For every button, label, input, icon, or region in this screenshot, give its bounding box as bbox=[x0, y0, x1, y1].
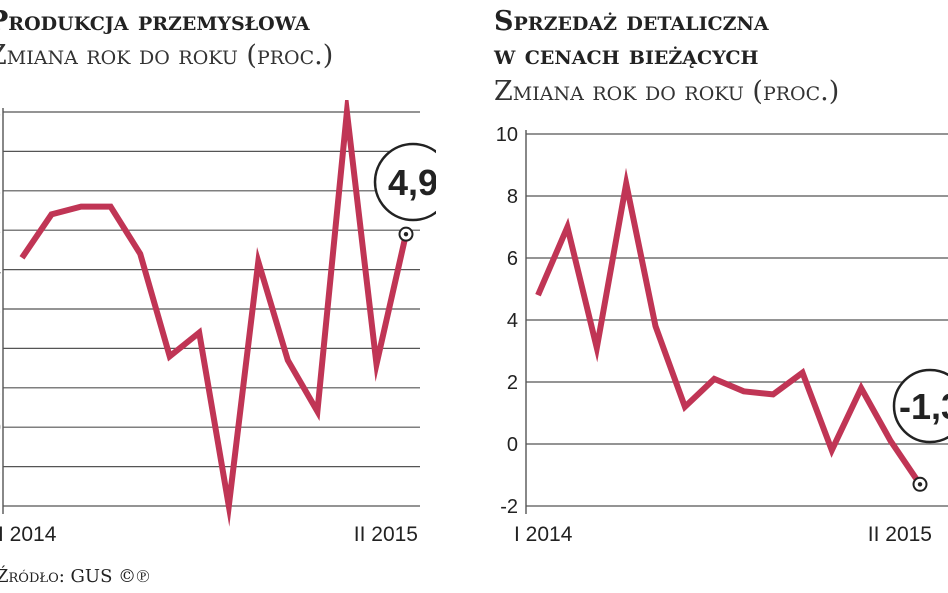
series-line bbox=[19, 100, 409, 527]
x-tick-label: I 2014 bbox=[0, 523, 57, 546]
value-callout-label: -1,3 bbox=[899, 386, 948, 427]
y-tick-label: -1 bbox=[0, 457, 1, 479]
source-note: Źródło: GUS ©℗ bbox=[0, 566, 150, 587]
value-callout-bubble bbox=[373, 142, 436, 222]
y-tick-label: 5 bbox=[0, 220, 1, 242]
chart1-title: Produkcja przemysłowa bbox=[0, 6, 310, 37]
chart2-plot: -2 0 2 4 6 8 10 I 2014 II 2015 -1,3 bbox=[496, 124, 948, 546]
chart2-subtitle: Zmiana rok do roku (proc.) bbox=[494, 76, 840, 107]
y-tick-label: 0 bbox=[0, 417, 1, 439]
y-tick-label: 6 bbox=[0, 181, 1, 203]
y-tick-label: 6 bbox=[507, 248, 518, 270]
value-callout-label: 4,9 bbox=[388, 162, 436, 203]
x-tick-label: II 2015 bbox=[354, 523, 418, 546]
end-marker-dot bbox=[917, 482, 923, 487]
y-tick-label: -2 bbox=[0, 496, 1, 518]
y-tick-label: 2 bbox=[507, 372, 518, 394]
x-tick-label: II 2015 bbox=[868, 523, 932, 546]
end-marker-dot bbox=[403, 231, 409, 237]
y-tick-label: 8 bbox=[0, 102, 1, 124]
y-tick-label: 4 bbox=[0, 260, 1, 282]
x-tick-label: I 2014 bbox=[514, 523, 573, 546]
y-tick-label: 2 bbox=[0, 338, 1, 360]
y-tick-label: -2 bbox=[500, 496, 518, 518]
series-line bbox=[535, 167, 923, 486]
y-tick-label: 8 bbox=[507, 186, 518, 208]
y-tick-label: 4 bbox=[507, 310, 518, 332]
chart2-title-line1: Sprzedaż detaliczna bbox=[494, 6, 769, 37]
chart1-subtitle: Zmiana rok do roku (proc.) bbox=[0, 40, 334, 71]
y-tick-label: 1 bbox=[0, 378, 1, 400]
chart1-plot: -2 -1 0 1 2 3 4 5 6 7 8 I 2014 II 2015 4,9 bbox=[0, 100, 436, 546]
value-callout-bubble bbox=[892, 368, 948, 444]
y-tick-label: 0 bbox=[507, 434, 518, 456]
y-tick-label: 7 bbox=[0, 141, 1, 163]
y-tick-label: 3 bbox=[0, 299, 1, 321]
y-tick-label: 10 bbox=[496, 124, 518, 146]
chart2-title-line2: w cenach bieżących bbox=[494, 40, 759, 71]
